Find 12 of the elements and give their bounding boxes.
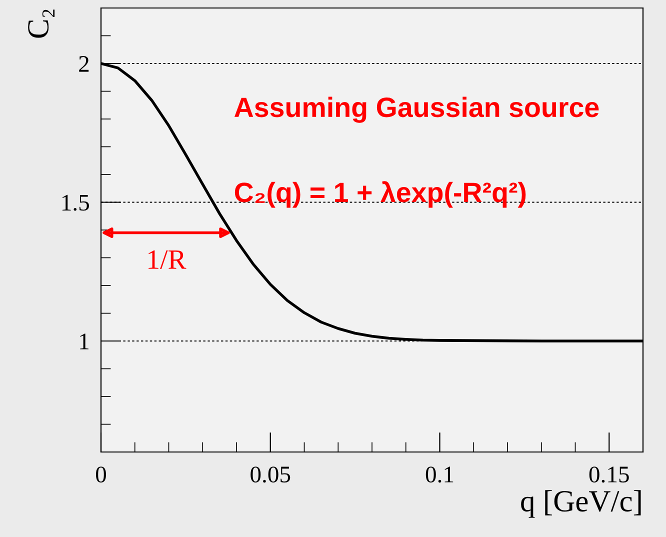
x-tick-label: 0.05: [250, 466, 290, 483]
x-tick-label: 0: [96, 466, 106, 483]
x-axis-title: q [GeV/c]: [521, 490, 641, 518]
annotation: C₂(q) = 1 + λexp(-R²q²): [234, 181, 526, 208]
y-axis-title: C₂: [28, 10, 55, 38]
annotation: Assuming Gaussian source: [234, 96, 599, 123]
y-tick-label: 1.5: [62, 194, 89, 211]
y-tick-label: 1: [80, 334, 88, 350]
x-tick-label: 0.15: [589, 466, 629, 483]
x-tick-label: 0.1: [426, 466, 454, 483]
y-tick-label: 2: [79, 56, 89, 72]
annotation: 1/R: [148, 250, 186, 269]
